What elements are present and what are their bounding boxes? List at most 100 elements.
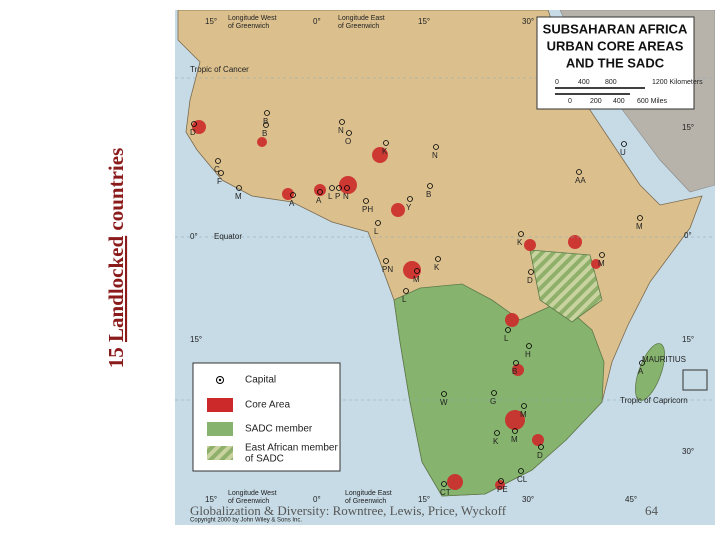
legend-label: Capital	[245, 375, 276, 386]
capital-symbol	[191, 121, 197, 127]
longitude-east: of Greenwich	[345, 498, 386, 505]
capital-label: N	[343, 192, 349, 201]
capital-label: L	[328, 192, 333, 201]
degree-label: 15°	[682, 335, 694, 344]
degree-label: 30°	[522, 17, 534, 26]
longitude-west: of Greenwich	[228, 498, 269, 505]
capital-symbol	[441, 391, 447, 397]
capital-symbol	[639, 360, 645, 366]
capital-label: A	[289, 199, 295, 208]
capital-symbol	[317, 189, 323, 195]
degree-label: 15°	[205, 17, 217, 26]
degree-label: 15°	[205, 495, 217, 504]
degree-label: 15°	[682, 123, 694, 132]
degree-label: 15°	[418, 17, 430, 26]
capital-label: D	[527, 276, 533, 285]
capital-symbol	[403, 288, 409, 294]
capital-label: AA	[575, 176, 586, 185]
capital-label: C	[214, 165, 220, 174]
map-title-line: SUBSAHARAN AFRICA	[543, 21, 688, 36]
capital-label: D	[190, 128, 196, 137]
mauritius: MAURITIUS	[642, 355, 686, 364]
longitude-west: Longitude West	[228, 15, 277, 22]
legend-capital-dot	[218, 378, 222, 382]
capital-symbol	[521, 403, 527, 409]
degree-label: 0°	[684, 231, 692, 240]
capital-symbol	[290, 192, 296, 198]
capital-label: M	[511, 435, 518, 444]
capital-symbol	[526, 343, 532, 349]
capital-label: PN	[382, 265, 393, 274]
equator: Equator	[214, 232, 242, 241]
legend-label: East African member	[245, 443, 338, 454]
scale-mi-label: 200	[590, 98, 602, 105]
capital-label: H	[525, 350, 531, 359]
capital-symbol	[236, 185, 242, 191]
capital-symbol	[263, 122, 269, 128]
capital-label: B	[263, 117, 268, 126]
capital-label: Y	[406, 203, 412, 212]
capital-symbol	[329, 185, 335, 191]
capital-symbol	[383, 140, 389, 146]
capital-label: B	[262, 129, 267, 138]
capital-label: M	[636, 222, 643, 231]
capital-label: W	[440, 398, 448, 407]
longitude-west: of Greenwich	[228, 23, 269, 30]
capital-symbol	[599, 252, 605, 258]
footer-citation: Globalization & Diversity: Rowntree, Lew…	[190, 503, 507, 518]
capital-symbol	[518, 468, 524, 474]
capital-symbol	[435, 256, 441, 262]
scale-km-label: 1200 Kilometers	[652, 79, 703, 86]
capital-symbol	[528, 269, 534, 275]
map-title-line: URBAN CORE AREAS	[547, 38, 684, 53]
capital-label: K	[517, 238, 523, 247]
degree-label: 0°	[313, 17, 321, 26]
degree-label: 0°	[190, 232, 198, 241]
capital-label: K	[382, 147, 388, 156]
capital-label: P	[335, 192, 340, 201]
degree-label: 30°	[682, 447, 694, 456]
sadc-region	[393, 283, 605, 497]
tanzania-hatched	[529, 249, 603, 323]
capital-symbol	[494, 430, 500, 436]
legend-swatch-core	[207, 398, 233, 412]
capital-label: CL	[517, 475, 528, 484]
mauritius-box	[682, 369, 708, 391]
capital-label: CT	[440, 488, 451, 497]
tropic-of-capricorn: Tropic of Capricorn	[620, 396, 688, 405]
capital-symbol	[427, 183, 433, 189]
capital-label: PH	[362, 205, 373, 214]
copyright: Copyright 2000 by John Wiley & Sons Inc.	[190, 518, 302, 524]
capital-label: L	[504, 334, 509, 343]
capital-symbol	[218, 170, 224, 176]
capital-label: O	[345, 137, 351, 146]
capital-label: A	[316, 196, 322, 205]
capital-symbol	[363, 198, 369, 204]
legend-capital-symbol	[216, 376, 224, 384]
capital-symbol	[383, 258, 389, 264]
capital-label: D	[537, 451, 543, 460]
capital-label: L	[374, 227, 379, 236]
capital-label: A	[638, 367, 644, 376]
legend-swatch-sadc	[207, 422, 233, 436]
capital-label: K	[434, 263, 440, 272]
capital-label: L	[402, 295, 407, 304]
capital-label: G	[490, 397, 496, 406]
capital-symbol	[505, 327, 511, 333]
scale-mi-label: 0	[568, 98, 572, 105]
map-title-line: AND THE SADC	[566, 55, 665, 70]
capital-symbol	[346, 130, 352, 136]
capital-symbol	[621, 141, 627, 147]
capital-label: PE	[497, 485, 508, 494]
capital-label: N	[338, 126, 344, 135]
capital-symbol	[339, 119, 345, 125]
scale-km-label: 800	[605, 79, 617, 86]
capital-symbol	[512, 428, 518, 434]
degree-label: 30°	[522, 495, 534, 504]
degree-label: 0°	[313, 495, 321, 504]
capital-label: N	[432, 151, 438, 160]
capital-symbol	[375, 220, 381, 226]
capital-symbol	[637, 215, 643, 221]
capital-symbol	[336, 185, 342, 191]
